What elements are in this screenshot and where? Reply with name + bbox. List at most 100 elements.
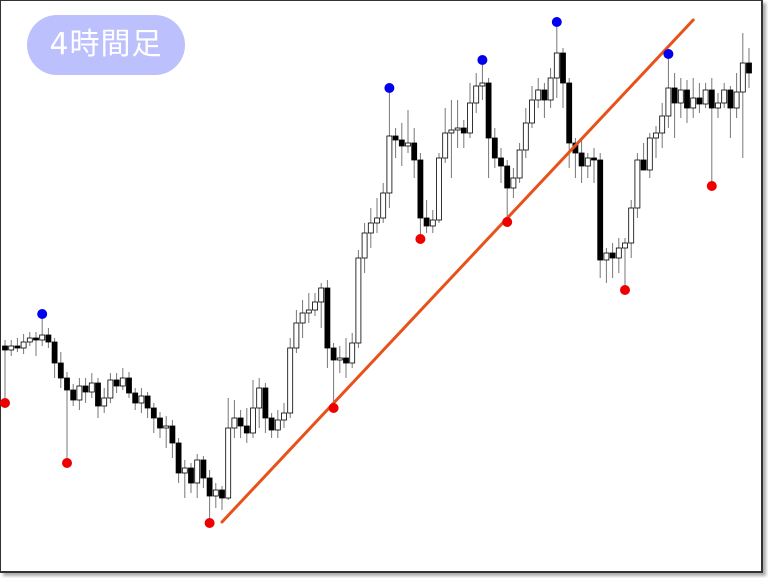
candle-body-bullish	[634, 159, 641, 209]
candle-body-bearish	[423, 217, 430, 227]
candle-body-bullish	[107, 379, 114, 399]
candle-body-bearish	[398, 139, 405, 147]
candle-body-bearish	[324, 287, 331, 349]
candle-body-bearish	[696, 97, 703, 105]
candle-body-bullish	[721, 89, 728, 104]
candle-body-bullish	[349, 342, 356, 364]
candle-body-bullish	[225, 427, 232, 499]
candle-body-bearish	[188, 467, 194, 484]
candle-body-bullish	[529, 99, 535, 124]
candle-body-bullish	[448, 129, 455, 134]
candle-body-bullish	[293, 322, 300, 349]
candle-body-bullish	[336, 357, 343, 361]
candle-body-bullish	[473, 85, 480, 104]
candle-body-bullish	[665, 87, 672, 117]
swing-low-marker	[415, 234, 426, 244]
candle-body-bullish	[702, 89, 709, 105]
swing-high-marker	[477, 55, 488, 65]
candle-body-bullish	[181, 467, 188, 474]
candle-body-bullish	[318, 287, 325, 303]
swing-high-marker	[551, 17, 562, 27]
candle-body-bearish	[504, 165, 511, 189]
candle-body-bullish	[622, 242, 628, 249]
candle-body-bearish	[200, 459, 207, 479]
candle-body-bearish	[150, 407, 157, 419]
swing-low-marker	[328, 403, 339, 413]
candle-body-bullish	[677, 89, 684, 104]
swing-low-marker	[502, 217, 513, 227]
candle-body-bearish	[144, 395, 151, 409]
candle-body-bearish	[609, 252, 616, 259]
candle-body-bearish	[175, 442, 182, 474]
candle-body-bearish	[157, 417, 163, 429]
candle-body-bearish	[262, 387, 269, 419]
candle-body-bearish	[541, 89, 548, 101]
candle-body-bullish	[374, 217, 380, 224]
candle-body-bullish	[212, 489, 219, 497]
candle-body-bullish	[101, 397, 108, 407]
candle-body-bullish	[553, 52, 560, 79]
timeframe-label: 4時間足	[27, 15, 185, 75]
candle-body-bullish	[380, 192, 387, 219]
candle-body-bullish	[256, 387, 263, 409]
candle-body-bullish	[281, 412, 287, 421]
candle-body-bullish	[628, 207, 635, 244]
candle-body-bearish	[219, 489, 225, 499]
candle-body-bullish	[194, 459, 201, 484]
candle-body-bullish	[659, 115, 666, 134]
candle-body-bullish	[287, 347, 294, 414]
candle-body-bearish	[169, 425, 176, 444]
candle-body-bullish	[615, 247, 622, 259]
candle-body-bullish	[690, 97, 697, 109]
candle-body-bearish	[578, 152, 585, 167]
candle-body-bearish	[330, 347, 337, 361]
candle-body-bearish	[746, 62, 752, 74]
candle-body-bullish	[653, 132, 659, 139]
candle-body-bearish	[671, 87, 678, 104]
candle-body-bearish	[491, 137, 498, 159]
swing-low-marker	[620, 285, 630, 295]
candle-body-bullish	[646, 137, 653, 171]
candle-body-bearish	[45, 334, 52, 343]
candle-body-bearish	[727, 89, 734, 109]
swing-high-marker	[37, 309, 48, 319]
swing-low-marker	[204, 518, 215, 528]
candle-body-bullish	[715, 102, 721, 109]
candle-body-bullish	[299, 312, 306, 324]
candle-body-bullish	[8, 345, 15, 351]
candle-body-bullish	[312, 301, 318, 311]
candle-body-bearish	[126, 377, 132, 394]
swing-low-marker	[0, 398, 10, 408]
candle-body-bullish	[584, 157, 591, 167]
candle-body-bullish	[250, 407, 256, 434]
candle-body-bearish	[640, 159, 647, 171]
candle-body-bearish	[566, 82, 573, 144]
candle-body-bearish	[684, 89, 690, 109]
candle-body-bearish	[237, 417, 244, 427]
swing-high-marker	[384, 83, 395, 93]
candle-body-bullish	[454, 127, 461, 131]
candle-body-bullish	[26, 337, 33, 343]
candle-body-bearish	[591, 157, 597, 161]
candle-body-bullish	[163, 425, 170, 429]
candle-body-bullish	[733, 91, 740, 109]
candle-body-bearish	[268, 417, 275, 431]
candle-body-bearish	[460, 127, 467, 134]
candle-body-bearish	[392, 135, 399, 141]
candle-body-bullish	[429, 219, 436, 227]
candle-body-bearish	[14, 345, 21, 349]
candle-body-bullish	[76, 385, 83, 401]
candle-body-bearish	[485, 82, 492, 139]
candle-body-bullish	[20, 341, 27, 349]
candle-body-bullish	[39, 334, 46, 341]
candle-body-bullish	[535, 89, 542, 101]
candle-body-bullish	[547, 77, 554, 101]
candle-body-bullish	[88, 382, 95, 393]
candle-body-bullish	[138, 395, 145, 404]
candle-body-bearish	[82, 385, 89, 393]
swing-high-marker	[663, 49, 674, 59]
candle-body-bearish	[113, 379, 120, 387]
candle-body-bearish	[498, 157, 504, 167]
candle-body-bullish	[516, 149, 523, 179]
